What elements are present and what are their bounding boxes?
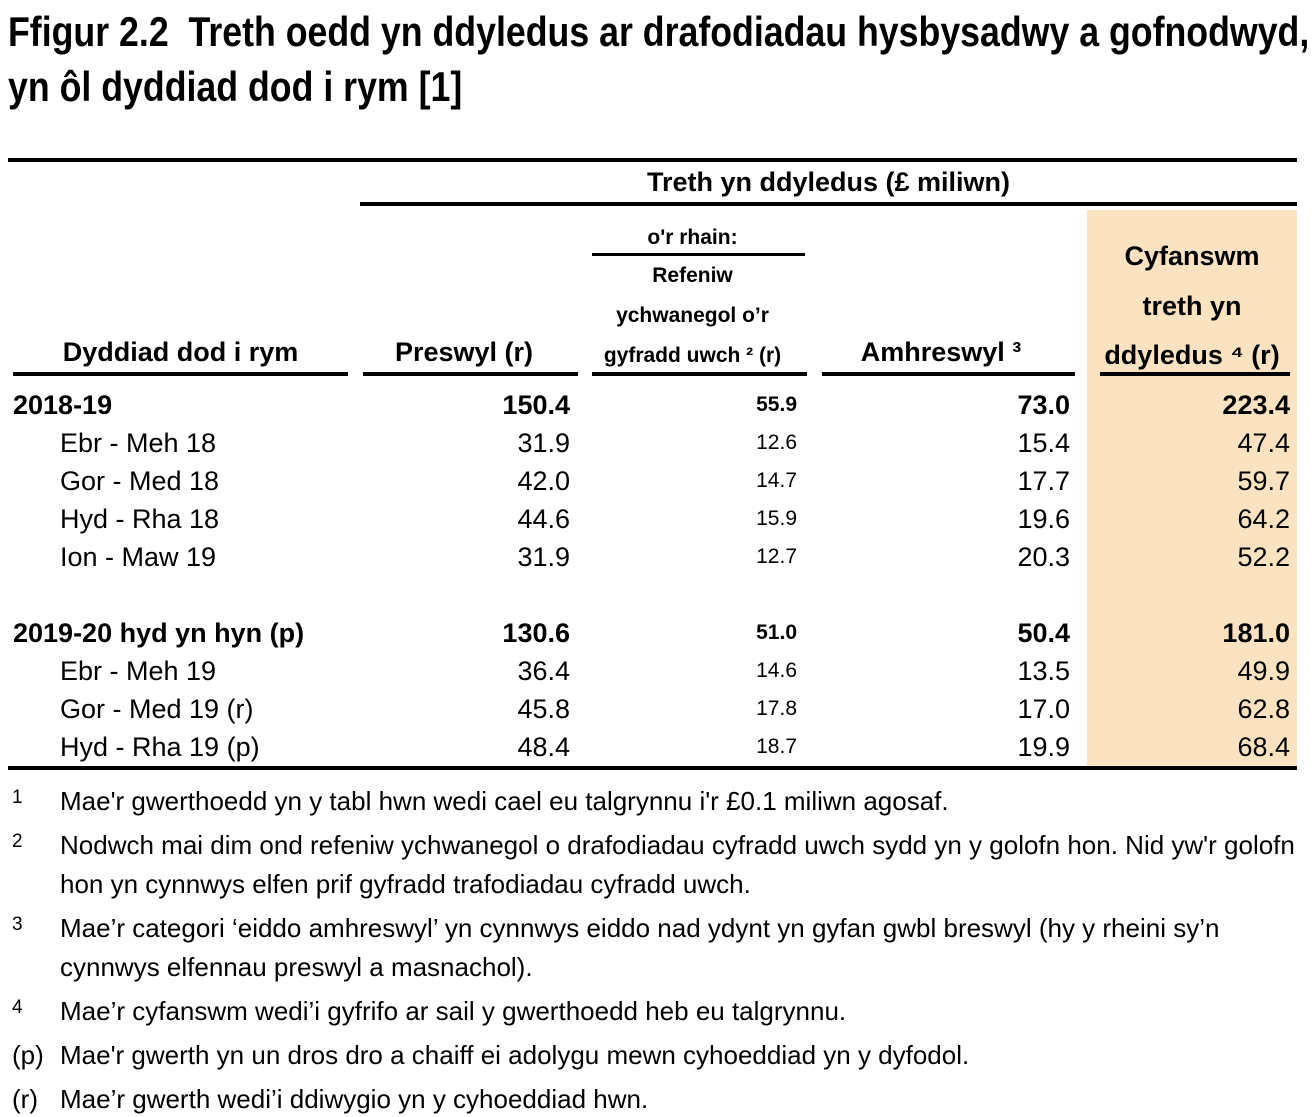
- row-label: Gor - Med 18: [60, 465, 220, 496]
- row-label: 2018-19: [13, 389, 113, 420]
- higher-rate-value: 14.7: [756, 469, 797, 492]
- footnote: 3 Mae’r categori ‘eiddo amhreswyl’ yn cyn…: [8, 909, 1306, 987]
- non-residential-value: 50.4: [1017, 617, 1070, 648]
- total-column-header-line2: treth yn: [1142, 291, 1242, 321]
- total-value: 59.7: [1237, 465, 1290, 496]
- of-which-label: o'r rhain:: [647, 226, 738, 249]
- table-row: Ion - Maw 19 31.9 12.7 20.3 52.2: [0, 538, 1297, 576]
- non-residential-value: 20.3: [1017, 541, 1070, 572]
- row-label: Ebr - Meh 18: [60, 427, 217, 458]
- higher-rate-value: 15.9: [756, 507, 797, 530]
- row-label: 2019-20 hyd yn hyn (p): [13, 617, 305, 648]
- spacer-row: [0, 576, 1297, 614]
- footnote-marker: (r): [12, 1084, 38, 1114]
- footnote-marker: 4: [12, 997, 23, 1018]
- higher-rate-value: 51.0: [756, 621, 797, 644]
- total-value: 49.9: [1237, 655, 1290, 686]
- residential-value: 36.4: [517, 655, 570, 686]
- table-row: Ebr - Meh 18 31.9 12.6 15.4 47.4: [0, 424, 1297, 462]
- footnote-text: Mae’r cyfanswm wedi’i gyfrifo ar sail y …: [60, 996, 847, 1026]
- date-header-underline: [13, 372, 348, 376]
- table-body: 2018-19 150.4 55.9 73.0 223.4 Ebr - Meh 18 31.…: [0, 386, 1297, 766]
- non-residential-value: 19.6: [1017, 503, 1070, 534]
- table-bottom-rule: [8, 766, 1297, 770]
- row-label: Gor - Med 19 (r): [60, 693, 254, 724]
- footnote-text: Mae'r gwerthoedd yn y tabl hwn wedi cael…: [60, 786, 949, 816]
- total-header-underline: [1100, 372, 1290, 376]
- group-header: Treth yn ddyledus (£ miliwn): [646, 167, 1011, 197]
- higher-rate-value: 14.6: [756, 659, 797, 682]
- total-value: 47.4: [1237, 427, 1290, 458]
- residential-value: 150.4: [502, 389, 570, 420]
- table-row: Ebr - Meh 19 36.4 14.6 13.5 49.9: [0, 652, 1297, 690]
- group-header-rule: [360, 202, 1297, 206]
- higher-rate-header-underline: [592, 372, 807, 376]
- residential-value: 31.9: [517, 541, 570, 572]
- residential-column-header: Preswyl (r): [394, 337, 534, 367]
- residential-value: 44.6: [517, 503, 570, 534]
- non-residential-value: 17.7: [1017, 465, 1070, 496]
- footnote: 2 Nodwch mai dim ond refeniw ychwanegol o…: [8, 826, 1306, 904]
- footnote-marker: 3: [12, 914, 23, 935]
- total-value: 62.8: [1237, 693, 1290, 724]
- higher-rate-header-line1: Refeniw: [652, 264, 733, 287]
- non-residential-value: 17.0: [1017, 693, 1070, 724]
- footnotes: 1 Mae'r gwerthoedd yn y tabl hwn wedi cae…: [8, 782, 1306, 1117]
- non-residential-value: 15.4: [1017, 427, 1070, 458]
- row-label: Hyd - Rha 19 (p): [60, 731, 260, 762]
- residential-header-underline: [363, 372, 578, 376]
- table-row: Gor - Med 18 42.0 14.7 17.7 59.7: [0, 462, 1297, 500]
- table-row: 2018-19 150.4 55.9 73.0 223.4: [0, 386, 1297, 424]
- row-label: Hyd - Rha 18: [60, 503, 220, 534]
- total-value: 64.2: [1237, 503, 1290, 534]
- higher-rate-value: 17.8: [756, 697, 797, 720]
- higher-rate-value: 12.7: [756, 545, 797, 568]
- residential-value: 48.4: [517, 731, 570, 762]
- footnote-text: Mae'r gwerth yn un dros dro a chaiff ei …: [60, 1040, 970, 1070]
- footnote: 4 Mae’r cyfanswm wedi’i gyfrifo ar sail y…: [8, 992, 1306, 1031]
- table-row: Gor - Med 19 (r) 45.8 17.8 17.0 62.8: [0, 690, 1297, 728]
- total-column-highlight: [1087, 210, 1297, 768]
- non-residential-value: 73.0: [1017, 389, 1070, 420]
- table-top-rule: [8, 158, 1297, 162]
- non-residential-column-header: Amhreswyl ³: [860, 337, 1022, 367]
- footnote: (r) Mae’r gwerth wedi’i ddiwygio yn y cyh…: [8, 1080, 1306, 1117]
- higher-rate-header-line3: gyfradd uwch ² (r): [603, 344, 782, 367]
- non-residential-header-underline: [822, 372, 1075, 376]
- total-column-header-line1: Cyfanswm: [1124, 241, 1260, 271]
- table-row: Hyd - Rha 18 44.6 15.9 19.6 64.2: [0, 500, 1297, 538]
- residential-value: 31.9: [517, 427, 570, 458]
- residential-value: 130.6: [502, 617, 570, 648]
- footnote-marker: 2: [12, 831, 23, 852]
- higher-rate-value: 18.7: [756, 735, 797, 758]
- residential-value: 42.0: [517, 465, 570, 496]
- footnote: (p) Mae'r gwerth yn un dros dro a chaiff …: [8, 1036, 1306, 1075]
- total-value: 223.4: [1222, 389, 1290, 420]
- table-row: 2019-20 hyd yn hyn (p) 130.6 51.0 50.4 181.0: [0, 614, 1297, 652]
- footnote: 1 Mae'r gwerthoedd yn y tabl hwn wedi cae…: [8, 782, 1306, 821]
- total-column-header-line3: ddyledus ⁴ (r): [1104, 340, 1280, 370]
- total-value: 68.4: [1237, 731, 1290, 762]
- residential-value: 45.8: [517, 693, 570, 724]
- row-label: Ion - Maw 19: [60, 541, 217, 572]
- total-value: 52.2: [1237, 541, 1290, 572]
- footnote-marker: 1: [12, 787, 23, 808]
- higher-rate-value: 12.6: [756, 431, 797, 454]
- footnote-text: Mae’r categori ‘eiddo amhreswyl’ yn cynn…: [60, 913, 1220, 982]
- non-residential-value: 19.9: [1017, 731, 1070, 762]
- date-column-header: Dyddiad dod i rym: [62, 337, 299, 367]
- non-residential-value: 13.5: [1017, 655, 1070, 686]
- row-label: Ebr - Meh 19: [60, 655, 217, 686]
- higher-rate-header-line2: ychwanegol o’r: [616, 304, 769, 327]
- footnote-text: Mae’r gwerth wedi’i ddiwygio yn y cyhoed…: [60, 1084, 649, 1114]
- higher-rate-value: 55.9: [756, 393, 797, 416]
- figure-title: Ffigur 2.2 Treth oedd yn ddyledus ar dra…: [8, 8, 1310, 110]
- footnote-text: Nodwch mai dim ond refeniw ychwanegol o …: [60, 830, 1295, 899]
- table-row: Hyd - Rha 19 (p) 48.4 18.7 19.9 68.4: [0, 728, 1297, 766]
- footnote-marker: (p): [12, 1040, 44, 1070]
- total-value: 181.0: [1222, 617, 1290, 648]
- of-which-rule: [592, 253, 805, 256]
